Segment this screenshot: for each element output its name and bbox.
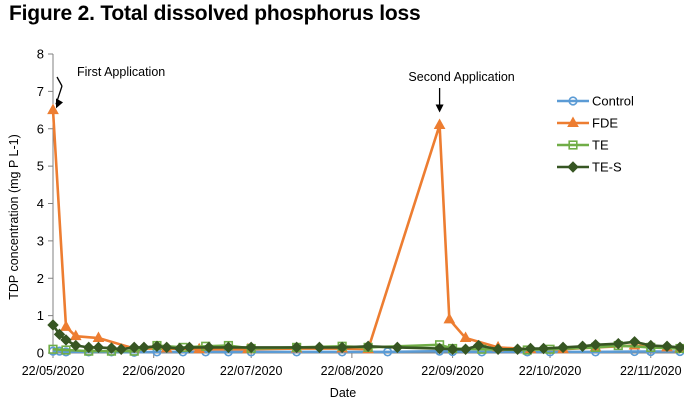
- x-tick-label: 22/08/2020: [321, 364, 384, 378]
- data-point-fde: [443, 312, 456, 324]
- legend-item-fde: FDE: [557, 116, 618, 131]
- data-point-te-s: [557, 341, 569, 354]
- y-axis-label: TDP concentration (mg P L-1): [7, 134, 21, 300]
- data-point-te-s: [290, 341, 303, 354]
- data-point-te: [61, 345, 71, 355]
- data-point-te-s: [313, 341, 326, 354]
- series-te-s: [47, 319, 684, 355]
- y-tick-labels: 0 1 2 3 4 5 6 7 8: [37, 47, 44, 361]
- data-point-te: [48, 344, 58, 354]
- data-point-te-s: [459, 343, 472, 355]
- data-point-te-s: [362, 340, 374, 352]
- data-point-te-s: [336, 341, 348, 354]
- data-point-fde: [60, 320, 72, 331]
- y-tick-label: 0: [37, 346, 44, 361]
- data-point-te-s: [151, 340, 163, 352]
- data-point-te-s: [60, 334, 72, 346]
- data-point-te-s: [245, 341, 257, 354]
- figure-title: Figure 2. Total dissolved phosphorus los…: [9, 2, 421, 25]
- data-point-te-s: [183, 341, 196, 354]
- data-point-te-s: [446, 343, 459, 355]
- data-point-te-s: [173, 342, 186, 355]
- data-point-te-s: [661, 340, 673, 352]
- annotation-2: Second Application: [408, 70, 515, 113]
- annotations: First Application Second Application: [55, 65, 515, 113]
- y-tick-label: 2: [37, 271, 44, 286]
- data-point-fde: [459, 331, 472, 343]
- data-point-te-s: [105, 342, 118, 354]
- data-point-te-s: [524, 342, 537, 355]
- data-point-te-s: [511, 343, 524, 355]
- legend-label: Control: [592, 94, 634, 109]
- x-axis-label: Date: [330, 386, 356, 400]
- annotation-arrowhead: [435, 104, 444, 113]
- series: [47, 103, 684, 357]
- data-point-te-s: [53, 328, 66, 341]
- legend-label: FDE: [592, 116, 618, 131]
- annotation-arrow-line: [55, 85, 63, 105]
- data-point-te-s: [83, 341, 95, 354]
- annotation-text: Second Application: [408, 70, 514, 84]
- legend-marker: [568, 96, 578, 106]
- data-point-te-s: [628, 336, 641, 348]
- y-tick-label: 4: [37, 196, 44, 211]
- legend-marker: [567, 161, 579, 173]
- data-point-fde: [69, 329, 82, 341]
- data-point-te-s: [160, 341, 173, 354]
- legend-marker: [567, 116, 579, 127]
- axes: [48, 53, 680, 358]
- legend-item-control: Control: [557, 94, 634, 109]
- x-tick-label: 22/10/2020: [519, 364, 582, 378]
- data-point-te-s: [433, 342, 446, 355]
- data-point-te-s: [492, 343, 504, 355]
- data-point-te-s: [537, 342, 550, 355]
- data-point-te-s: [472, 339, 485, 352]
- annotation-text: First Application: [77, 65, 165, 79]
- data-point-te-s: [576, 340, 589, 352]
- data-point-te-s: [222, 341, 235, 354]
- data-point-fde: [92, 331, 105, 343]
- data-point-te-s: [391, 341, 404, 354]
- legend-marker: [568, 140, 578, 150]
- x-tick-label: 22/11/2020: [620, 364, 682, 378]
- data-point-fde: [433, 118, 446, 130]
- data-point-te-s: [70, 339, 82, 352]
- data-point-te-s: [589, 339, 602, 351]
- series-fde: [47, 103, 684, 354]
- data-point-te-s: [138, 341, 150, 354]
- data-point-te-s: [115, 343, 127, 355]
- annotation-1: First Application: [55, 65, 165, 109]
- data-point-te-s: [92, 341, 105, 354]
- x-tick-label: 22/06/2020: [122, 364, 185, 378]
- legend-label: TE-S: [592, 160, 622, 175]
- legend: Control FDE TE TE-S: [557, 94, 634, 175]
- y-tick-label: 5: [37, 159, 44, 174]
- data-point-te-s: [47, 319, 59, 331]
- y-tick-label: 3: [37, 233, 44, 248]
- data-point-te-s: [128, 341, 140, 354]
- annotation-arrow-line: [56, 76, 63, 87]
- x-tick-labels: 22/05/2020 22/06/2020 22/07/2020 22/08/2020…: [22, 364, 682, 378]
- data-point-fde: [47, 103, 59, 115]
- y-tick-label: 1: [37, 308, 44, 323]
- data-point-te-s: [612, 337, 624, 350]
- legend-item-te: TE: [557, 138, 609, 153]
- y-tick-label: 8: [37, 47, 44, 62]
- legend-item-te-s: TE-S: [557, 160, 622, 175]
- x-tick-label: 22/09/2020: [421, 364, 484, 378]
- legend-label: TE: [592, 138, 609, 153]
- x-tick-label: 22/07/2020: [220, 364, 283, 378]
- data-point-te-s: [674, 341, 684, 354]
- y-tick-label: 7: [37, 84, 44, 99]
- x-tick-label: 22/05/2020: [22, 364, 85, 378]
- data-point-te-s: [645, 339, 657, 352]
- data-point-te-s: [203, 341, 215, 354]
- y-tick-label: 6: [37, 121, 44, 136]
